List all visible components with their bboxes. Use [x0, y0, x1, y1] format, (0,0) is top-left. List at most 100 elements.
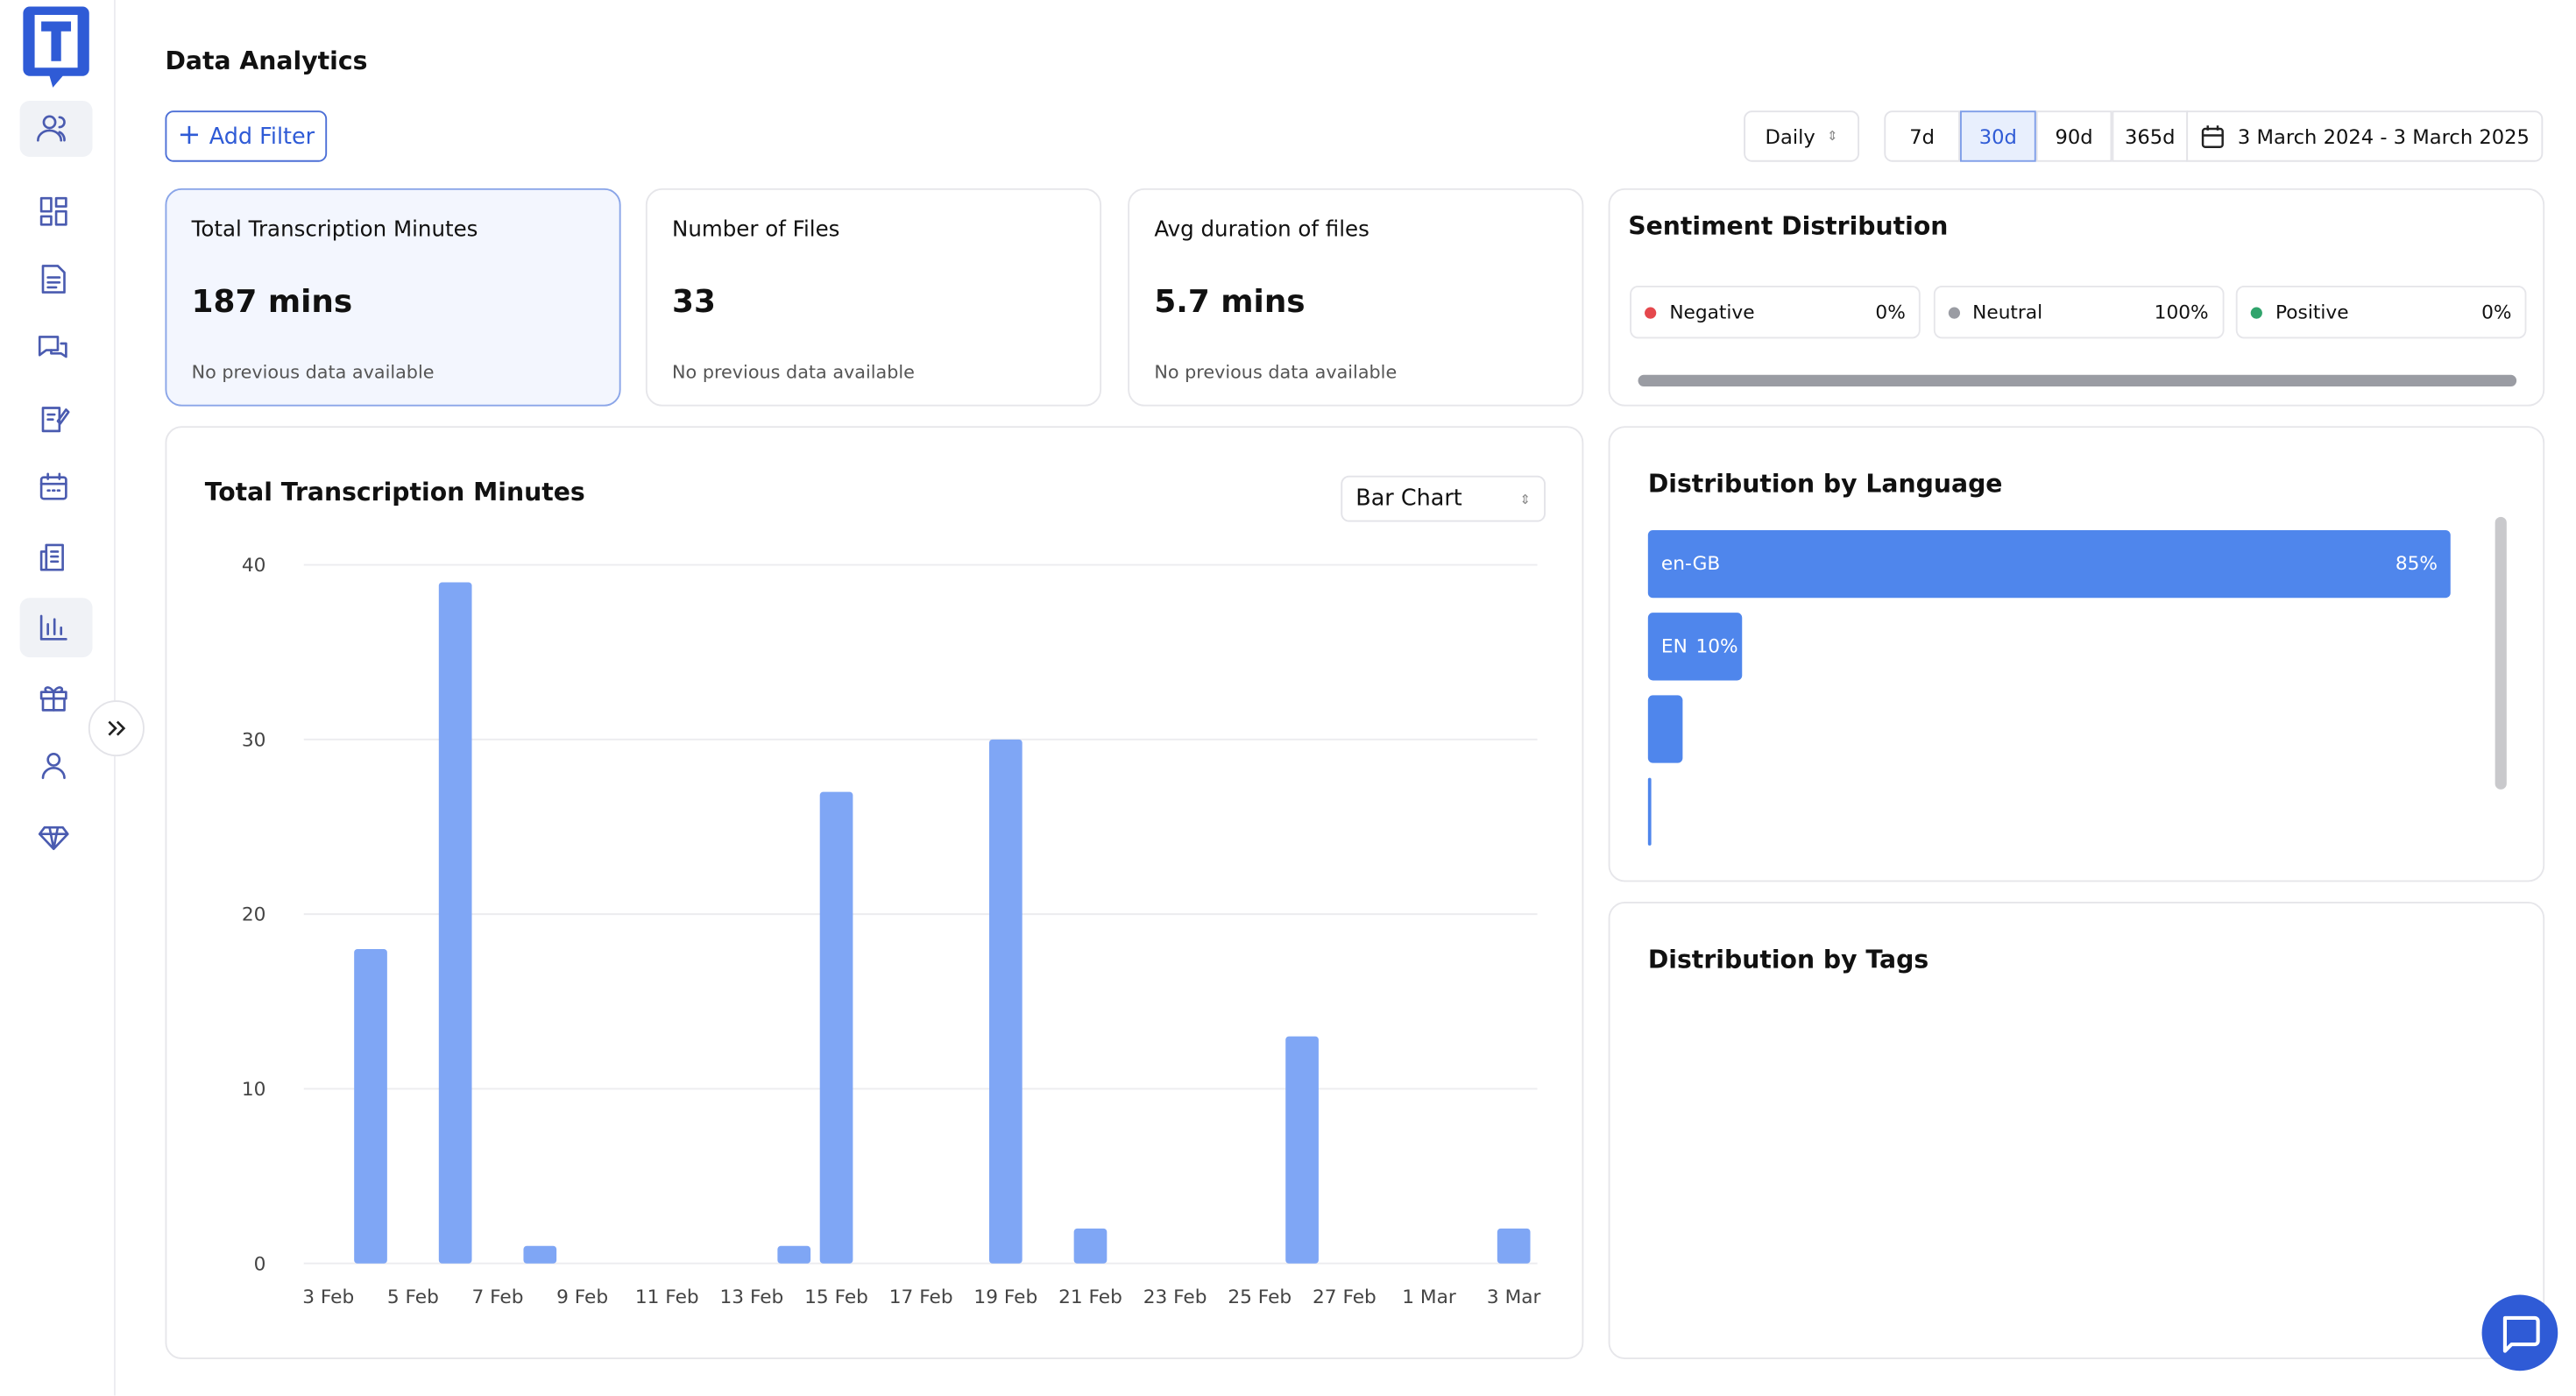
sidebar [19, 0, 116, 1396]
page-title: Data Analytics [165, 46, 368, 76]
x-tick-label: 3 Mar [1487, 1286, 1541, 1308]
kpi-title: Total Transcription Minutes [191, 217, 478, 244]
x-tick-label: 15 Feb [804, 1286, 868, 1308]
range-label: 7d [1909, 124, 1936, 148]
sentiment-bar [1638, 374, 2517, 386]
x-tick-label: 19 Feb [973, 1286, 1037, 1308]
interval-select[interactable]: Daily ⇕ [1744, 110, 1860, 162]
bar [1285, 1036, 1319, 1264]
bar [777, 1245, 811, 1264]
x-tick-label: 13 Feb [720, 1286, 784, 1308]
add-filter-button[interactable]: + Add Filter [165, 110, 328, 162]
bar [1073, 1228, 1108, 1264]
add-filter-label: Add Filter [209, 123, 315, 150]
y-tick-label: 0 [254, 1253, 266, 1275]
language-label: en-GB [1660, 551, 1721, 575]
x-tick-label: 9 Feb [556, 1286, 608, 1308]
nav-analytics[interactable] [39, 614, 67, 641]
sentiment-pill: Neutral 100% [1932, 286, 2224, 339]
x-tick-label: 25 Feb [1228, 1286, 1292, 1308]
range-label: 30d [1978, 124, 2017, 148]
y-tick-label: 30 [242, 729, 266, 751]
nav-active [19, 598, 93, 658]
range-button[interactable]: 7d [1884, 110, 1961, 162]
x-tick-label: 7 Feb [471, 1286, 523, 1308]
nav-chat[interactable] [38, 336, 67, 358]
kpi-note: No previous data available [1154, 361, 1398, 384]
tags-title: Distribution by Tags [1647, 944, 1929, 974]
sentiment-value: 100% [2154, 300, 2209, 324]
kpi-title: Number of Files [672, 217, 840, 244]
chart-title: Total Transcription Minutes [204, 477, 585, 507]
sentiment-pill: Negative 0% [1630, 286, 1921, 339]
y-tick-label: 20 [242, 904, 266, 926]
sentiment-dot [2250, 307, 2262, 319]
kpi-note: No previous data available [672, 361, 915, 384]
logo[interactable] [23, 6, 89, 88]
nav-profile[interactable] [41, 753, 66, 779]
kpi-title: Avg duration of files [1154, 217, 1369, 244]
scrollbar [2495, 516, 2507, 790]
sentiment-card: Sentiment Distribution Negative 0% Neutral 1… [1608, 188, 2545, 407]
x-tick-label: 17 Feb [889, 1286, 953, 1308]
range-button[interactable]: 90d [2035, 110, 2112, 162]
nav-dashboard[interactable] [39, 196, 67, 226]
x-tick-label: 3 Feb [302, 1286, 354, 1308]
nav-gifts[interactable] [39, 686, 67, 712]
chat-launcher[interactable] [2480, 1293, 2563, 1376]
range-button[interactable]: 30d [1960, 110, 2036, 162]
interval-label: Daily [1765, 124, 1815, 148]
kpi-card[interactable]: Avg duration of files 5.7 mins No previous… [1128, 188, 1584, 407]
nav-notes[interactable] [41, 407, 70, 433]
nav-active [19, 100, 93, 158]
x-tick-label: 5 Feb [387, 1286, 439, 1308]
calendar-body [2202, 126, 2225, 148]
calendar-icon [2202, 124, 2225, 148]
language-bar [1647, 777, 1652, 846]
y-tick-label: 40 [242, 555, 266, 577]
bar [354, 948, 387, 1264]
chart-type-select[interactable]: Bar Chart ⇕ [1341, 475, 1546, 522]
kpi-value: 5.7 mins [1154, 284, 1306, 321]
chevron: ⇕ [1826, 128, 1838, 144]
nav-users[interactable] [37, 115, 66, 142]
kpi-card[interactable]: Total Transcription Minutes 187 mins No pr… [165, 188, 621, 407]
chevron: ⇕ [1519, 491, 1532, 507]
sentiment-value: 0% [2481, 300, 2512, 324]
bar [1497, 1228, 1531, 1264]
bar [819, 791, 853, 1264]
nav-calendar[interactable] [39, 472, 67, 500]
sentiment-title: Sentiment Distribution [1628, 211, 1949, 242]
date-range-picker[interactable]: 3 March 2024 - 3 March 2025 [2186, 110, 2544, 162]
bar-chart: 0 10 20 30 40 3 Feb 5 Feb 7 Feb 9 Feb 11 Feb 13 Fe… [242, 555, 1541, 1308]
kpi-value: 187 mins [191, 284, 353, 321]
x-tick-label: 11 Feb [635, 1286, 699, 1308]
sentiment-dot [1947, 307, 1960, 319]
bar [988, 739, 1023, 1264]
collapse-button[interactable] [86, 698, 149, 762]
nav-files[interactable] [41, 265, 66, 294]
language-title: Distribution by Language [1647, 469, 2003, 500]
kpi-card[interactable]: Number of Files 33 No previous data availa… [645, 188, 1102, 407]
nav-premium[interactable] [38, 826, 69, 851]
sentiment-pill: Positive 0% [2235, 286, 2527, 339]
language-bar: EN 10% [1647, 613, 1743, 681]
sentiment-label: Neutral [1972, 300, 2043, 324]
kpi-note: No previous data available [191, 361, 435, 384]
x-tick-label: 21 Feb [1058, 1286, 1122, 1308]
language-value: 10% [1695, 634, 1738, 658]
calendar-lines [2203, 124, 2223, 136]
x-tick-label: 27 Feb [1313, 1286, 1376, 1308]
language-bar [1647, 695, 1683, 763]
language-card: Distribution by Language en-GB 85% EN 10% [1608, 426, 2545, 882]
language-label: EN [1660, 634, 1688, 658]
chart-card: Total Transcription Minutes Bar Chart ⇕ 0 10… [165, 426, 1584, 1360]
sentiment-dot [1645, 307, 1657, 319]
chart-type-label: Bar Chart [1355, 485, 1462, 513]
range-button[interactable]: 365d [2112, 110, 2189, 162]
nav-docs[interactable] [39, 543, 64, 571]
language-bar: en-GB 85% [1647, 529, 2452, 599]
x-tick-label: 1 Mar [1402, 1286, 1456, 1308]
language-value: 85% [2395, 551, 2438, 575]
